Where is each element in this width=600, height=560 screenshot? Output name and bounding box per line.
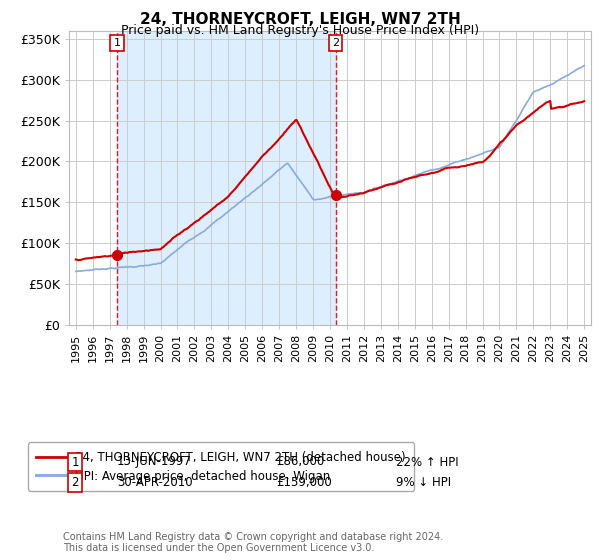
Text: 30-APR-2010: 30-APR-2010	[117, 476, 193, 489]
Text: 1: 1	[114, 38, 121, 48]
Text: £159,000: £159,000	[276, 476, 332, 489]
Text: 24, THORNEYCROFT, LEIGH, WN7 2TH: 24, THORNEYCROFT, LEIGH, WN7 2TH	[140, 12, 460, 27]
Legend: 24, THORNEYCROFT, LEIGH, WN7 2TH (detached house), HPI: Average price, detached : 24, THORNEYCROFT, LEIGH, WN7 2TH (detach…	[28, 442, 414, 491]
Text: Price paid vs. HM Land Registry's House Price Index (HPI): Price paid vs. HM Land Registry's House …	[121, 24, 479, 37]
Text: 13-JUN-1997: 13-JUN-1997	[117, 455, 192, 469]
Text: 9% ↓ HPI: 9% ↓ HPI	[396, 476, 451, 489]
Bar	[118, 31, 335, 325]
Text: 22% ↑ HPI: 22% ↑ HPI	[396, 455, 458, 469]
Text: Contains HM Land Registry data © Crown copyright and database right 2024.
This d: Contains HM Land Registry data © Crown c…	[63, 531, 443, 553]
Text: 1: 1	[71, 455, 79, 469]
Text: 2: 2	[71, 476, 79, 489]
Text: £86,000: £86,000	[276, 455, 324, 469]
Text: 2: 2	[332, 38, 339, 48]
